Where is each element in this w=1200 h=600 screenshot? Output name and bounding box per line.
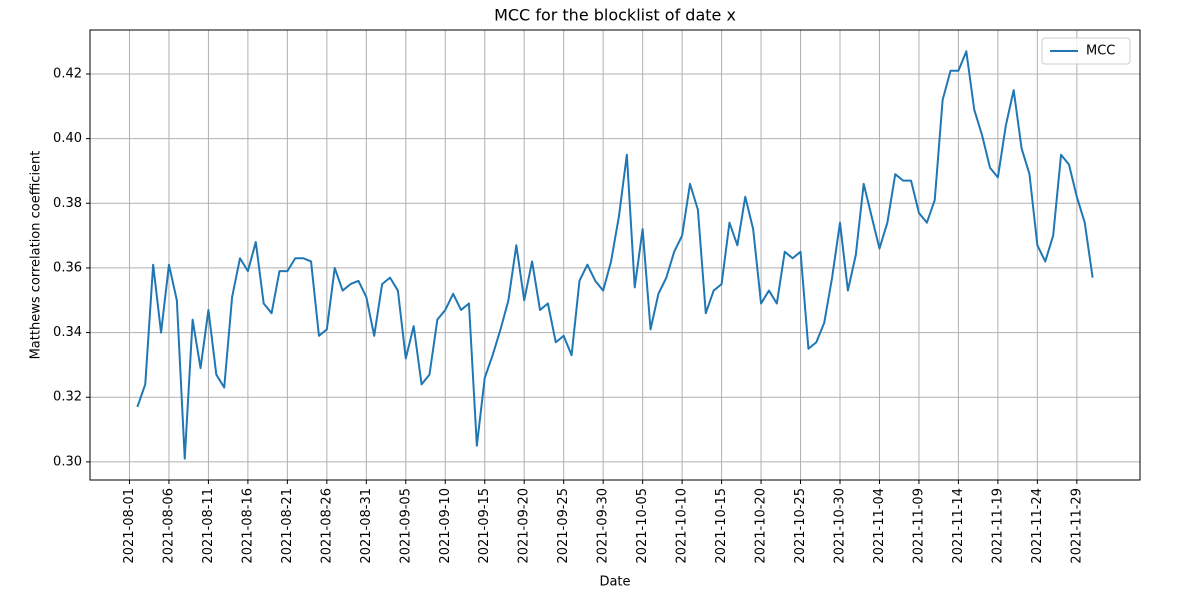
legend-box (1041, 37, 1131, 65)
x-tick-label: 2021-11-29 (1069, 488, 1084, 564)
legend-label: MCC (1086, 44, 1115, 59)
x-tick-label: 2021-10-30 (833, 488, 848, 564)
x-tick-label: 2021-09-25 (556, 488, 571, 564)
x-tick-label: 2021-11-24 (1030, 488, 1045, 564)
y-tick-label: 0.38 (53, 196, 82, 211)
x-tick-label: 2021-09-10 (438, 488, 453, 564)
x-tick-label: 2021-11-19 (990, 488, 1005, 564)
x-tick-label: 2021-08-06 (161, 488, 176, 564)
y-axis-label: Matthews correlation coefficient (29, 151, 44, 360)
chart-title: MCC for the blocklist of date x (494, 6, 736, 25)
x-tick-label: 2021-09-20 (517, 488, 532, 564)
y-tick-label: 0.30 (53, 454, 82, 469)
x-tick-label: 2021-11-09 (911, 488, 926, 564)
x-tick-label: 2021-08-21 (280, 488, 295, 564)
x-tick-label: 2021-08-11 (201, 488, 216, 564)
data-line (136, 50, 1094, 460)
y-tick-label: 0.42 (53, 66, 82, 81)
y-tick-label: 0.32 (53, 390, 82, 405)
x-tick-label: 2021-10-20 (754, 488, 769, 564)
x-tick-label: 2021-09-30 (596, 488, 611, 564)
plot-frame (89, 29, 1141, 481)
x-axis-label: Date (599, 575, 630, 590)
x-tick-label: 2021-10-25 (793, 488, 808, 564)
x-tick-label: 2021-09-05 (398, 488, 413, 564)
x-tick-label: 2021-11-04 (872, 488, 887, 564)
y-tick-label: 0.40 (53, 131, 82, 146)
x-tick-label: 2021-08-31 (359, 488, 374, 564)
y-tick-label: 0.34 (53, 325, 82, 340)
x-tick-label: 2021-10-15 (714, 488, 729, 564)
x-tick-label: 2021-09-15 (477, 488, 492, 564)
x-tick-label: 2021-08-01 (122, 488, 137, 564)
x-tick-label: 2021-10-10 (675, 488, 690, 564)
y-tick-label: 0.36 (53, 260, 82, 275)
x-tick-label: 2021-10-05 (635, 488, 650, 564)
x-tick-label: 2021-08-16 (240, 488, 255, 564)
x-tick-label: 2021-11-14 (951, 488, 966, 564)
x-tick-label: 2021-08-26 (319, 488, 334, 564)
